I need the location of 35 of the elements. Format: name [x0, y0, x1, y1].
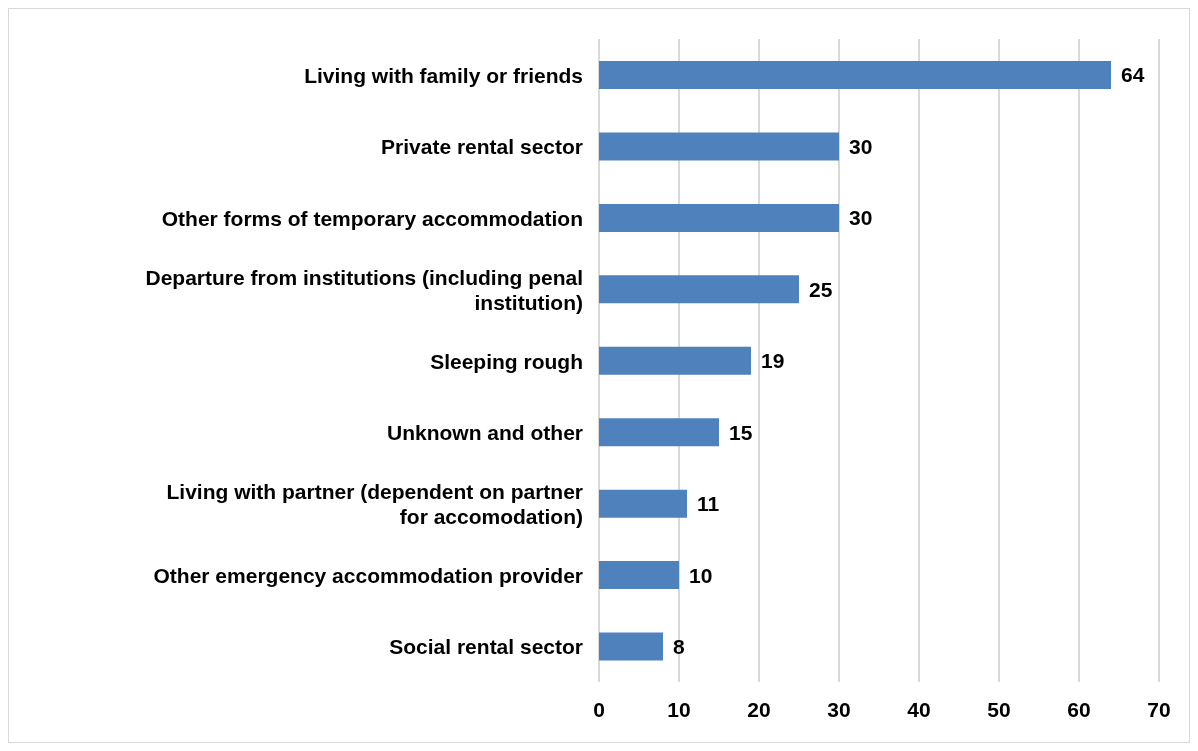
y-tick-label: Private rental sector: [381, 134, 583, 158]
data-label: 15: [729, 420, 753, 444]
data-label: 30: [849, 134, 873, 158]
x-tick-label: 10: [667, 697, 691, 721]
x-tick-label: 70: [1147, 697, 1171, 721]
bar: [599, 203, 839, 232]
bar: [599, 61, 1111, 89]
x-tick-label: 60: [1067, 697, 1091, 721]
data-label: 8: [673, 635, 685, 659]
x-tick-label: 0: [593, 697, 605, 721]
y-tick-label: Living with partner (dependent on partner for accomodation): [166, 479, 583, 528]
data-label: 11: [697, 492, 720, 516]
data-label: 10: [689, 563, 713, 587]
x-tick-label: 40: [907, 697, 931, 721]
y-tick-label: Living with family or friends: [304, 63, 583, 87]
bar: [599, 132, 839, 161]
y-tick-label: Sleeping rough: [430, 349, 583, 372]
bar: [599, 489, 687, 518]
x-tick-label: 50: [987, 697, 1011, 721]
data-label: 64: [1121, 63, 1145, 87]
bar: [599, 561, 679, 590]
data-label: 25: [809, 277, 833, 301]
x-tick-label: 30: [827, 697, 851, 721]
bar: [599, 632, 663, 661]
y-tick-label: Departure from institutions (including penal institution): [145, 265, 583, 314]
y-tick-label: Other forms of temporary accommodation: [161, 206, 583, 230]
data-label: 30: [849, 206, 873, 230]
y-tick-label: Social rental sector: [389, 634, 583, 658]
x-tick-label: 20: [747, 697, 771, 721]
data-label: 19: [761, 349, 785, 373]
y-tick-label: Other emergency accommodation provider: [153, 563, 583, 587]
bar: [599, 275, 799, 304]
y-tick-label: Unknown and other: [387, 420, 583, 444]
bar: [599, 346, 751, 375]
bar: [599, 418, 719, 447]
